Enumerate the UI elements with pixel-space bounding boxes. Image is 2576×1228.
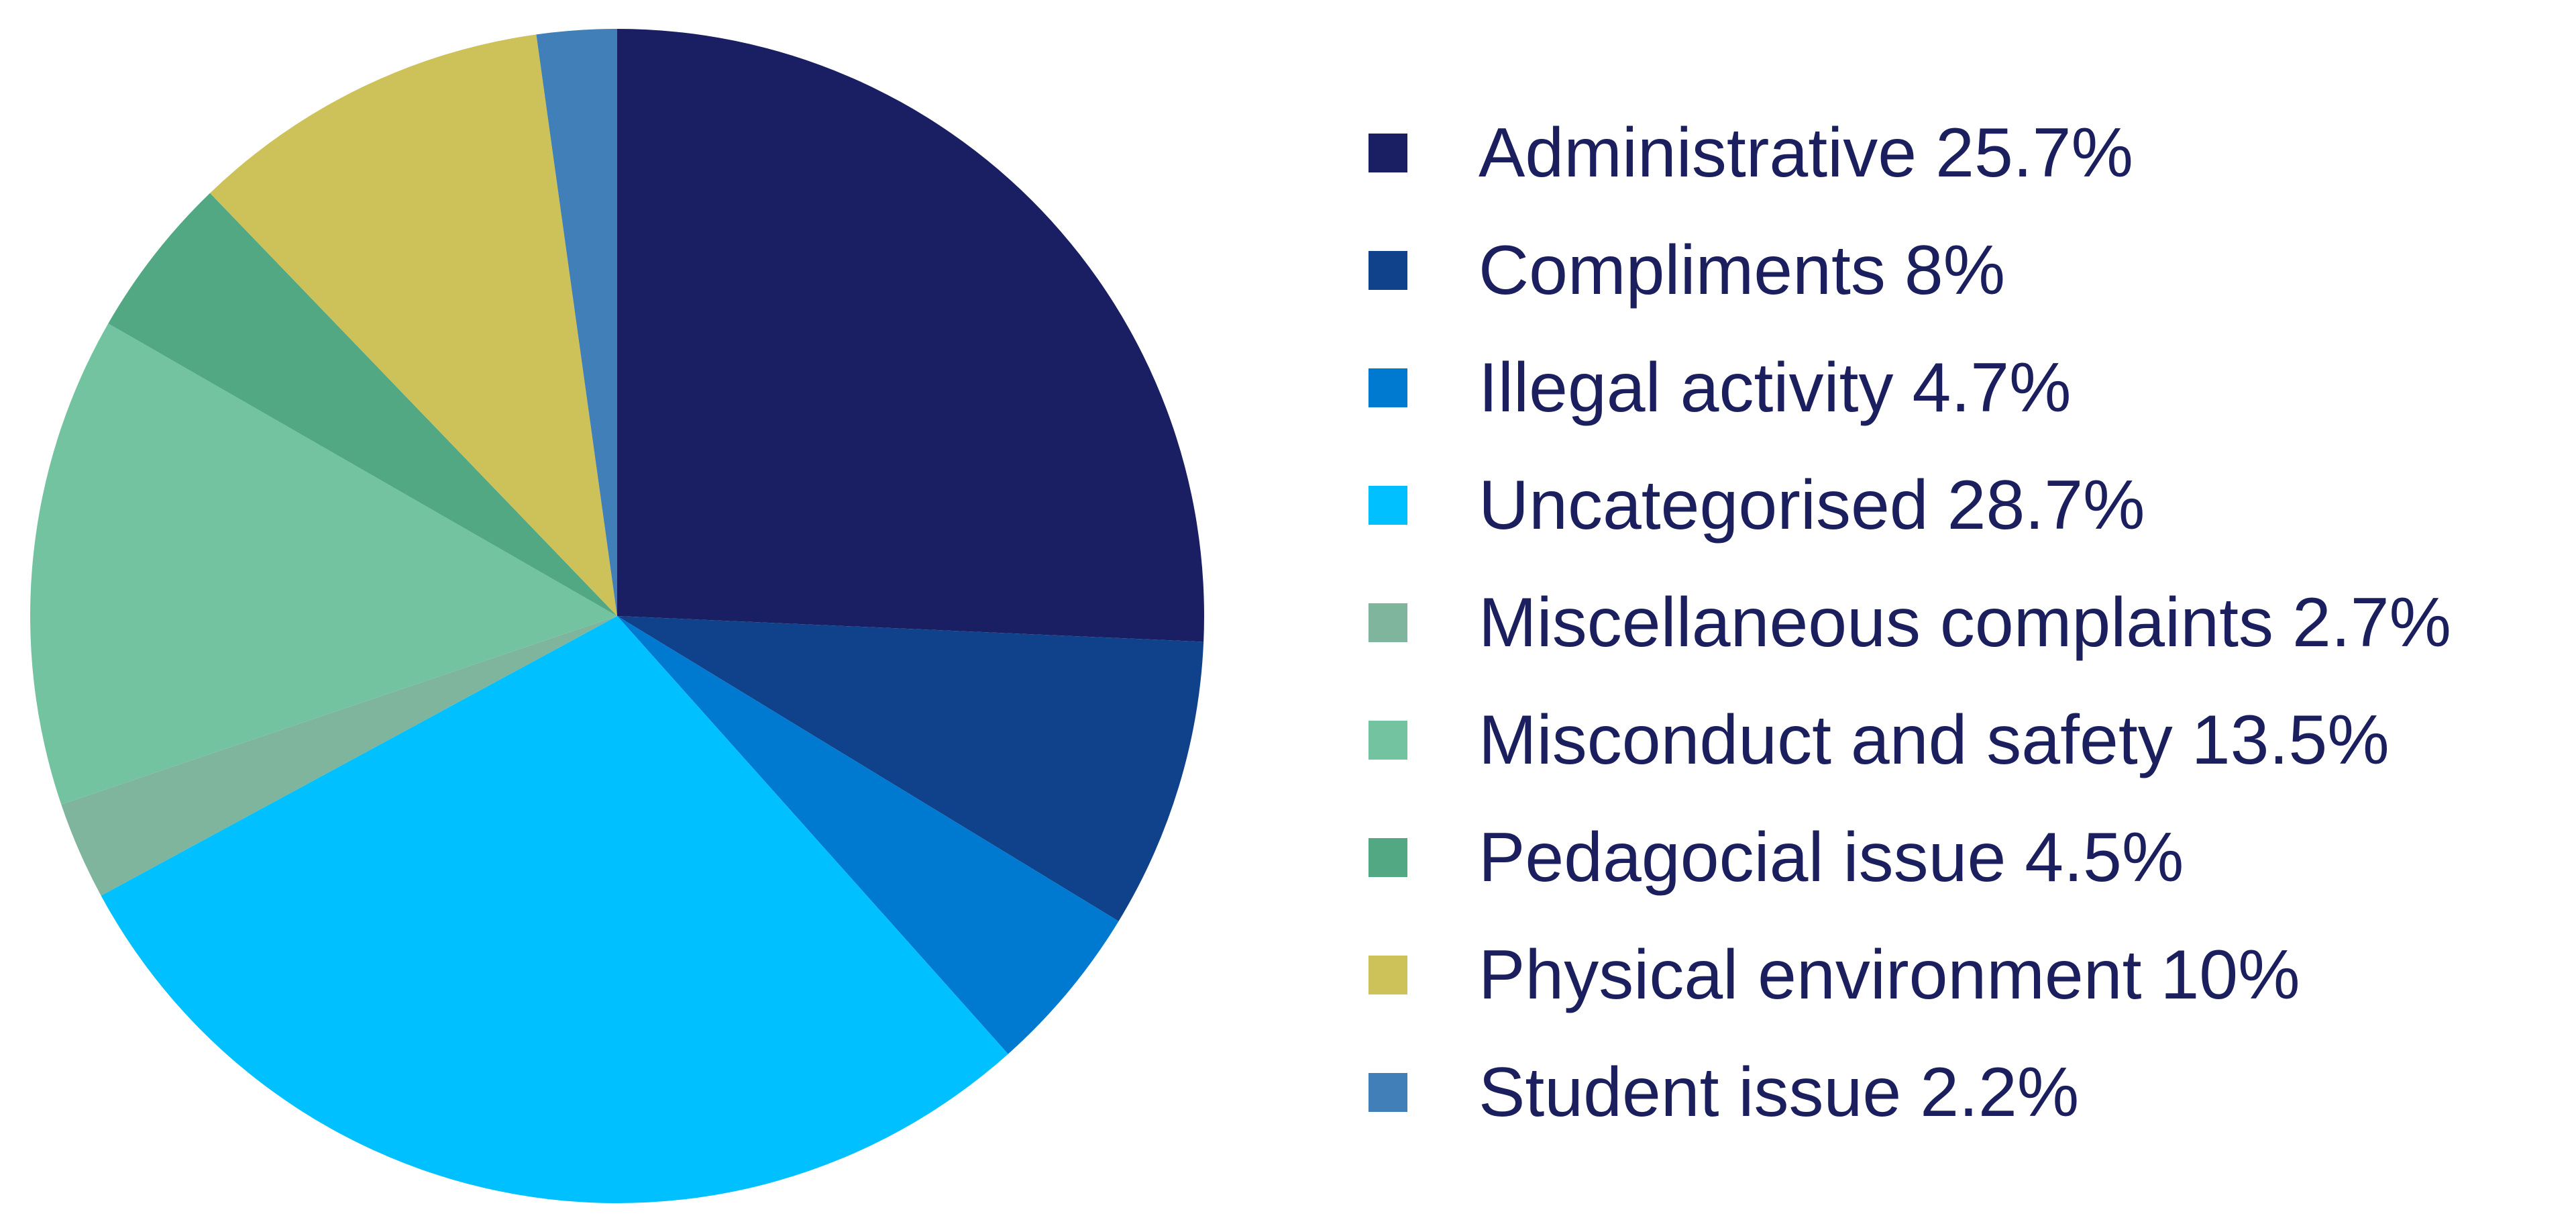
- legend-text: Miscellaneous complaints 2.7%: [1479, 588, 2451, 658]
- legend-swatch: [1368, 955, 1407, 994]
- legend-item-misconduct-and-safety: Misconduct and safety 13.5%: [1368, 681, 2563, 799]
- pie-slice-pedagocial-issue: [108, 193, 617, 617]
- legend-value: 2.2%: [1920, 1053, 2080, 1131]
- legend-item-student-issue: Student issue 2.2%: [1368, 1033, 2563, 1151]
- pie-slice-illegal-activity: [617, 616, 1119, 1054]
- pie-slice-uncategorised: [101, 616, 1008, 1204]
- legend-value: 4.7%: [1912, 348, 2072, 427]
- pie-chart: [30, 29, 1204, 1204]
- legend-text: Physical environment 10%: [1479, 940, 2300, 1010]
- legend-swatch: [1368, 368, 1407, 407]
- legend-text: Misconduct and safety 13.5%: [1479, 705, 2390, 775]
- legend-label: Uncategorised: [1479, 466, 1929, 544]
- legend-label: Administrative: [1479, 113, 1917, 192]
- pie-slice-misconduct-and-safety: [30, 323, 618, 805]
- legend-text: Illegal activity 4.7%: [1479, 353, 2072, 423]
- pie-slice-physical-environment: [210, 34, 617, 617]
- legend-value: 25.7%: [1935, 113, 2133, 192]
- legend-label: Miscellaneous complaints: [1479, 583, 2273, 662]
- legend-item-physical-environment: Physical environment 10%: [1368, 916, 2563, 1033]
- legend-text: Student issue 2.2%: [1479, 1058, 2079, 1127]
- legend-text: Compliments 8%: [1479, 236, 2005, 305]
- pie-slice-student-issue: [536, 29, 617, 616]
- legend-text: Administrative 25.7%: [1479, 118, 2133, 188]
- legend-value: 28.7%: [1947, 466, 2145, 544]
- legend-swatch: [1368, 1072, 1407, 1112]
- chart-legend: Administrative 25.7% Compliments 8% Illegal …: [1368, 94, 2563, 1151]
- legend-value: 8%: [1904, 231, 2006, 309]
- pie-slice-compliments: [617, 616, 1204, 921]
- legend-label: Pedagocial issue: [1479, 818, 2006, 897]
- legend-value: 4.5%: [2025, 818, 2184, 897]
- legend-swatch: [1368, 837, 1407, 877]
- pie-slice-miscellaneous-complaints: [61, 616, 618, 896]
- legend-item-illegal-activity: Illegal activity 4.7%: [1368, 329, 2563, 446]
- legend-text: Uncategorised 28.7%: [1479, 470, 2145, 540]
- legend-value: 13.5%: [2191, 701, 2390, 779]
- legend-label: Misconduct and safety: [1479, 701, 2173, 779]
- legend-label: Compliments: [1479, 231, 1886, 309]
- pie-slice-administrative: [617, 29, 1204, 642]
- legend-label: Physical environment: [1479, 935, 2142, 1014]
- legend-swatch: [1368, 133, 1407, 172]
- legend-item-uncategorised: Uncategorised 28.7%: [1368, 446, 2563, 564]
- legend-text: Pedagocial issue 4.5%: [1479, 823, 2184, 892]
- legend-item-compliments: Compliments 8%: [1368, 211, 2563, 329]
- legend-label: Student issue: [1479, 1053, 1902, 1131]
- legend-swatch: [1368, 603, 1407, 642]
- legend-label: Illegal activity: [1479, 348, 1894, 427]
- legend-value: 2.7%: [2292, 583, 2452, 662]
- legend-swatch: [1368, 485, 1407, 525]
- legend-item-pedagocial-issue: Pedagocial issue 4.5%: [1368, 799, 2563, 916]
- legend-swatch: [1368, 720, 1407, 760]
- legend-item-administrative: Administrative 25.7%: [1368, 94, 2563, 211]
- legend-value: 10%: [2160, 935, 2300, 1014]
- legend-item-miscellaneous-complaints: Miscellaneous complaints 2.7%: [1368, 564, 2563, 681]
- legend-swatch: [1368, 250, 1407, 290]
